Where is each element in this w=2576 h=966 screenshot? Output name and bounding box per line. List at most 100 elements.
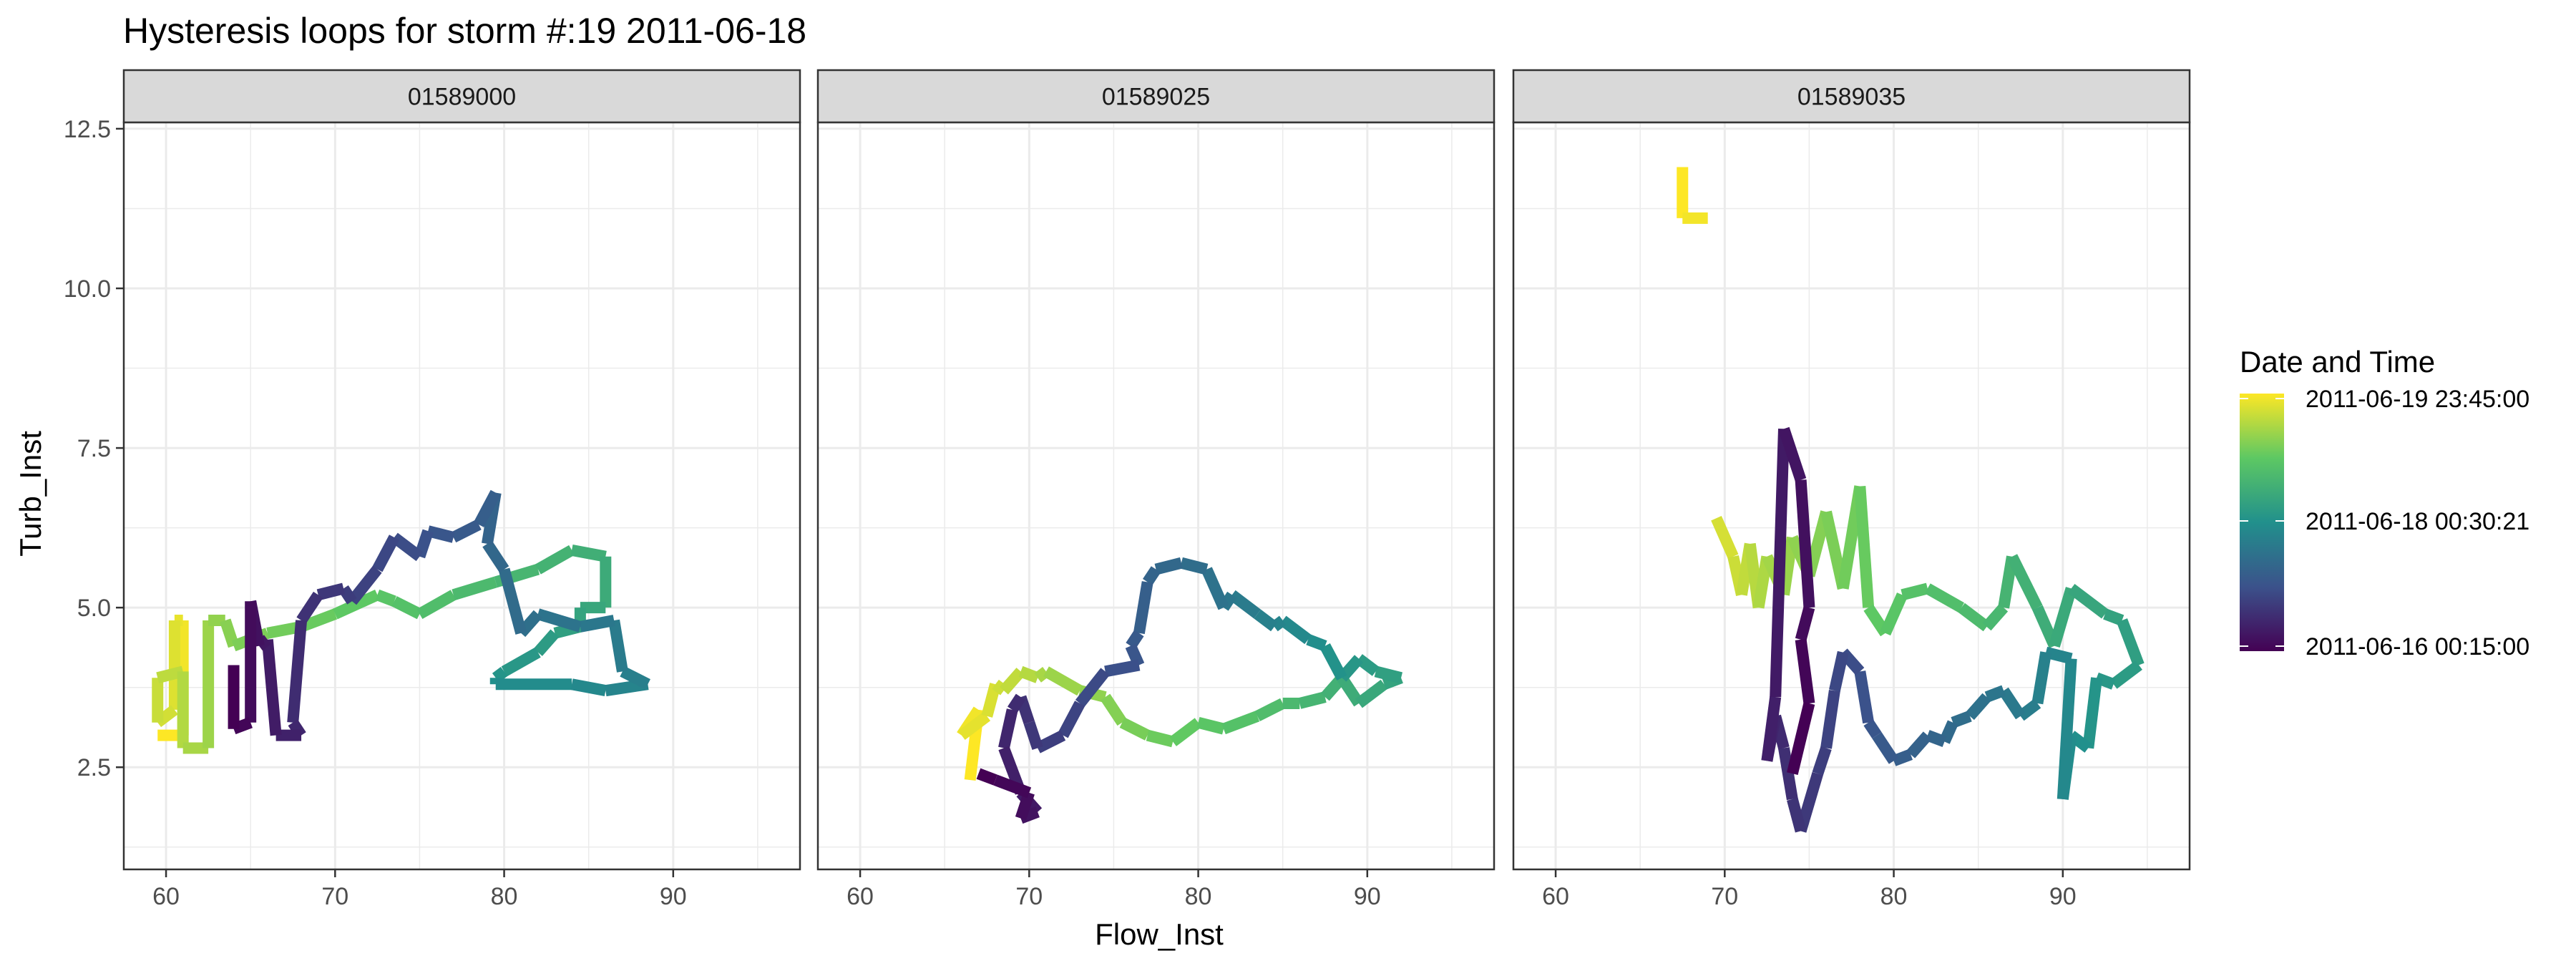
series-segment: [1355, 654, 1380, 676]
series-segment: [1015, 791, 1035, 821]
series-segment: [1982, 603, 2009, 631]
series-segment: [1770, 429, 1790, 698]
series-segment: [372, 535, 400, 572]
series-segment: [1820, 689, 1840, 749]
x-tick-label: 70: [1015, 883, 1043, 910]
series-segment: [1271, 615, 1287, 632]
series-segment: [579, 615, 615, 633]
y-tick-label: 12.5: [64, 116, 111, 143]
legend-label-bottom: 2011-06-16 00:15:00: [2306, 633, 2529, 660]
x-tick-label: 70: [321, 883, 348, 910]
series-segment: [1925, 730, 1947, 748]
series-segment: [2031, 651, 2052, 705]
series-segment: [1355, 679, 1388, 708]
series-segment: [391, 596, 423, 620]
series-segment: [570, 678, 607, 697]
x-tick-label: 80: [1880, 883, 1908, 910]
series-segment: [2067, 584, 2109, 619]
series-segment: [1221, 711, 1260, 735]
series-segment: [2082, 677, 2103, 749]
series-segment: [416, 590, 457, 620]
series-segment: [501, 647, 541, 677]
series-segment: [1906, 731, 1932, 758]
series-segment: [492, 667, 508, 683]
series-segment: [1201, 567, 1229, 610]
series-segment: [1196, 717, 1225, 735]
facet-panel-01589025: 01589025 60 70 80 90: [816, 69, 1496, 910]
series-segment: [1761, 696, 1782, 762]
x-tick-label: 70: [1711, 883, 1738, 910]
x-tick-label: 80: [491, 883, 518, 910]
facet-panel-01589035: 01589035 60 70 80 90: [1512, 69, 2191, 910]
series-segment: [1126, 630, 1144, 650]
facet-strip: [816, 69, 1496, 124]
x-tick-label: 90: [660, 883, 687, 910]
series-segment: [2103, 608, 2124, 626]
series-segment: [2057, 658, 2077, 800]
panel-background: [818, 122, 1494, 869]
x-tick-label: 60: [1542, 883, 1569, 910]
series-segment: [2109, 660, 2142, 689]
series-segment: [1901, 582, 1929, 601]
series-segment: [296, 591, 323, 624]
series-segment: [1008, 693, 1026, 713]
y-tick-label: 10.0: [64, 275, 111, 303]
series-segment: [1143, 566, 1161, 585]
series-segment: [535, 545, 575, 575]
series-segment: [1306, 634, 1327, 652]
series-segment: [482, 540, 509, 573]
facet-strip-label: 01589025: [1102, 84, 1210, 111]
series-segment: [1795, 479, 1815, 608]
legend: Date and Time 2011-06-19 23:45:00 2011-0…: [2240, 345, 2529, 660]
x-tick-label: 80: [1185, 883, 1212, 910]
legend-label-top: 2011-06-19 23:45:00: [2306, 386, 2529, 413]
series-segment: [1146, 729, 1175, 748]
series-segment: [338, 585, 357, 605]
series-segment: [287, 620, 308, 723]
facet-panels: 01589000 60 70 80 90 2.5 5.0 7.5 10.0 12.5 0158902…: [64, 69, 2191, 910]
x-tick-label: 90: [2049, 883, 2077, 910]
series-segment: [347, 565, 382, 605]
series-segment: [2006, 554, 2043, 610]
series-segment: [1179, 557, 1209, 575]
series-segment: [993, 774, 1032, 799]
facet-strip-label: 01589035: [1797, 84, 1906, 111]
series-segment: [1854, 670, 1875, 724]
series-segment: [1795, 638, 1815, 705]
series-segment: [1100, 693, 1127, 726]
series-segment: [992, 679, 1008, 696]
series-segment: [608, 619, 628, 673]
series-segment: [1829, 650, 1849, 692]
series-segment: [998, 708, 1018, 750]
x-tick-label: 90: [1354, 883, 1381, 910]
series-segment: [1133, 581, 1153, 635]
series-segment: [1787, 797, 1807, 833]
series-segment: [375, 589, 396, 607]
series-segment: [498, 567, 527, 635]
series-segment: [1965, 693, 1991, 721]
series-segment: [957, 711, 991, 740]
facet-strip: [122, 69, 801, 124]
panel-background: [1513, 122, 2190, 869]
series-segment: [1374, 665, 1403, 684]
series-segment: [1863, 719, 1882, 739]
y-tick-label: 7.5: [77, 435, 111, 462]
chart-title: Hysteresis loops for storm #:19 2011-06-…: [123, 11, 806, 51]
series-segment: [1854, 486, 1875, 608]
x-tick-label: 60: [847, 883, 874, 910]
series-segment: [316, 582, 346, 601]
series-segment: [1169, 718, 1202, 746]
series-segment: [299, 608, 338, 633]
series-segment: [1939, 720, 1958, 744]
series-segment: [1872, 732, 1899, 764]
series-segment: [999, 668, 1025, 695]
series-segment: [1958, 602, 1991, 632]
series-segment: [976, 768, 997, 786]
series-segment: [1778, 426, 1807, 482]
series-segment: [2117, 618, 2145, 668]
series-segment: [1254, 609, 1278, 632]
series-segment: [1043, 666, 1083, 696]
series-segment: [1880, 592, 1908, 636]
y-axis-title: Turb_Inst: [14, 431, 47, 557]
